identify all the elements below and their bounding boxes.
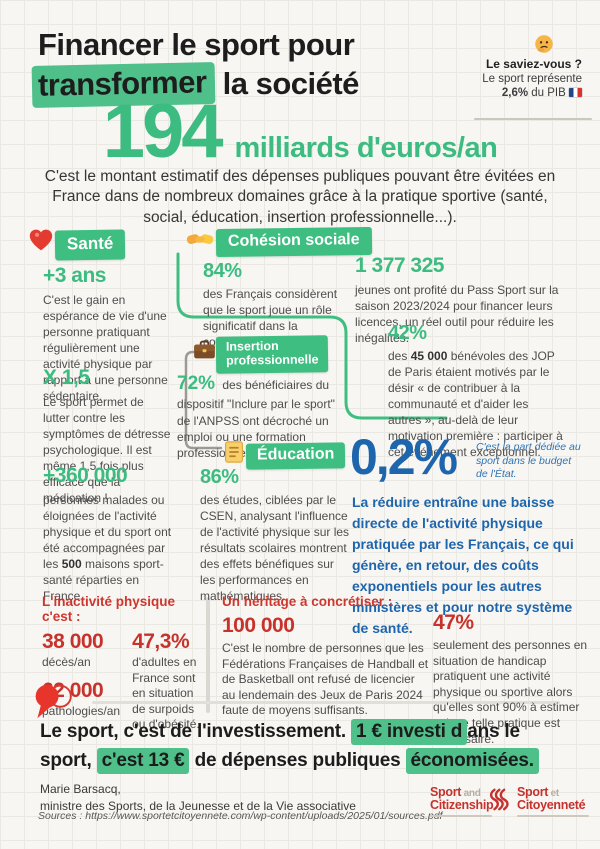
stat-value: +3 ans [43, 264, 106, 287]
stat-label: d'adultes en France sont en situation de… [132, 655, 200, 732]
stat-text: des bénéficiaires du dispositif "Inclure… [177, 378, 335, 460]
section-label-sante: Santé [54, 229, 126, 261]
stat-value: 42% [388, 322, 427, 344]
stat-text: jeunes ont profité du Pass Sport sur la … [355, 283, 559, 346]
logo-sport-et-citoyennete: Sport et Citoyenneté [517, 786, 589, 817]
scroll-icon [223, 440, 245, 464]
heritage-section: Un héritage à concrétiser : 100 000 C'es… [222, 594, 430, 719]
stat-value: 86% [200, 466, 239, 488]
handshake-icon [186, 230, 214, 249]
quote-bubble-icon [33, 683, 77, 720]
did-you-know-badge: Le saviez-vous ? Le sport représente 2,6… [440, 34, 590, 99]
author-name: Marie Barsacq, [40, 782, 121, 796]
logo-sport-and-citizenship: Sport and Citizenship [430, 786, 494, 817]
header-divider [474, 118, 592, 120]
title-line2-rest: la société [214, 66, 360, 101]
pass-sport-stat: 1 377 325 jeunes ont profité du Pass Spo… [355, 254, 589, 346]
stat-text: C'est le gain en espérance de vie d'une … [43, 293, 168, 404]
stat-value: 38 000 [42, 630, 104, 653]
thinking-face-icon [534, 34, 554, 54]
title-line1: Financer le sport pour [38, 27, 355, 62]
did-you-know-line2: 2,6% du PIB [440, 87, 582, 99]
inactivite-col2: 47,3% d'adultes en France sont en situat… [132, 630, 204, 741]
stat-value: 100 000 [222, 614, 295, 637]
page-title: Financer le sport pour transformer la so… [31, 26, 360, 108]
sante-stat-esperance: +3 ans C'est le gain en espérance de vie… [43, 264, 171, 405]
stat-value: 47,3% [132, 630, 190, 653]
sources-link[interactable]: Sources : https://www.sportetcitoyennete… [38, 810, 443, 822]
stat-value: 84% [203, 260, 242, 282]
benevoles-stat: 42% des 45 000 bénévoles des JOP de Pari… [388, 322, 564, 461]
did-you-know-line1: Le sport représente [482, 73, 582, 85]
pib-stat: 2,6% [501, 87, 529, 99]
stat-value: 72% [177, 373, 216, 394]
budget-warning-text: La réduire entraîne une baisse directe d… [352, 494, 574, 636]
hero-description: C'est le montant estimatif des dépenses … [44, 168, 556, 226]
section-label-insertion: Insertion professionnelle [215, 335, 329, 374]
stat-value: 47% [433, 611, 474, 634]
pib-suffix: du PIB [528, 87, 569, 99]
stat-label: décès/an [42, 655, 91, 669]
education-stat: 86% des études, ciblées par le CSEN, ana… [200, 466, 350, 605]
briefcase-icon [193, 340, 216, 360]
stat-text: C'est le nombre de personnes que les Féd… [222, 641, 429, 718]
french-flag-icon [569, 88, 582, 97]
stat-value: X 1,5 [43, 366, 90, 389]
stat-value: +360 000 [43, 464, 128, 487]
stat-text: personnes malades ou éloignées de l'acti… [43, 493, 172, 604]
did-you-know-title: Le saviez-vous ? [485, 57, 582, 71]
sante-stat-detresse: X 1,5 Le sport permet de lutter contre l… [43, 366, 171, 507]
inactivite-heading: L'inactivité physique c'est : [42, 594, 175, 624]
stat-value: 1 377 325 [355, 254, 444, 277]
vertical-divider [206, 597, 210, 713]
hero-number: 194 [102, 89, 224, 174]
quote-divider [92, 701, 560, 704]
insertion-stat: 72% des bénéficiaires du dispositif "Inc… [177, 371, 347, 461]
stat-text: des études, ciblées par le CSEN, analysa… [200, 493, 350, 604]
hero-unit: milliards d'euros/an [234, 132, 498, 164]
hero-stat: 194 milliards d'euros/an [0, 94, 600, 170]
sante-stat-maisons: +360 000 personnes malades ou éloignées … [43, 464, 173, 605]
quote-text: Le sport, c'est de l'investissement. 1 €… [40, 718, 568, 775]
logo-tagline [517, 814, 589, 817]
sport-citoyennete-monogram-icon [488, 787, 509, 812]
stat-text: des 45 000 bénévoles des JOP de Paris ét… [388, 349, 563, 460]
budget-caption: C'est la part dédiée au sport dans le bu… [476, 441, 581, 481]
heart-icon [28, 228, 54, 252]
quote-attribution: Marie Barsacq, ministre des Sports, de l… [40, 781, 356, 815]
heritage-heading: Un héritage à concrétiser : [222, 594, 393, 609]
logo-tagline [430, 814, 492, 817]
section-label-cohesion: Cohésion sociale [215, 226, 372, 258]
budget-stat-value: 0,2% [350, 429, 458, 485]
stat-text: Le sport permet de lutter contre les sym… [43, 395, 171, 506]
author-role: ministre des Sports, de la Jeunesse et d… [40, 798, 356, 813]
inactivite-section: L'inactivité physique c'est : 38 000 déc… [42, 594, 204, 741]
